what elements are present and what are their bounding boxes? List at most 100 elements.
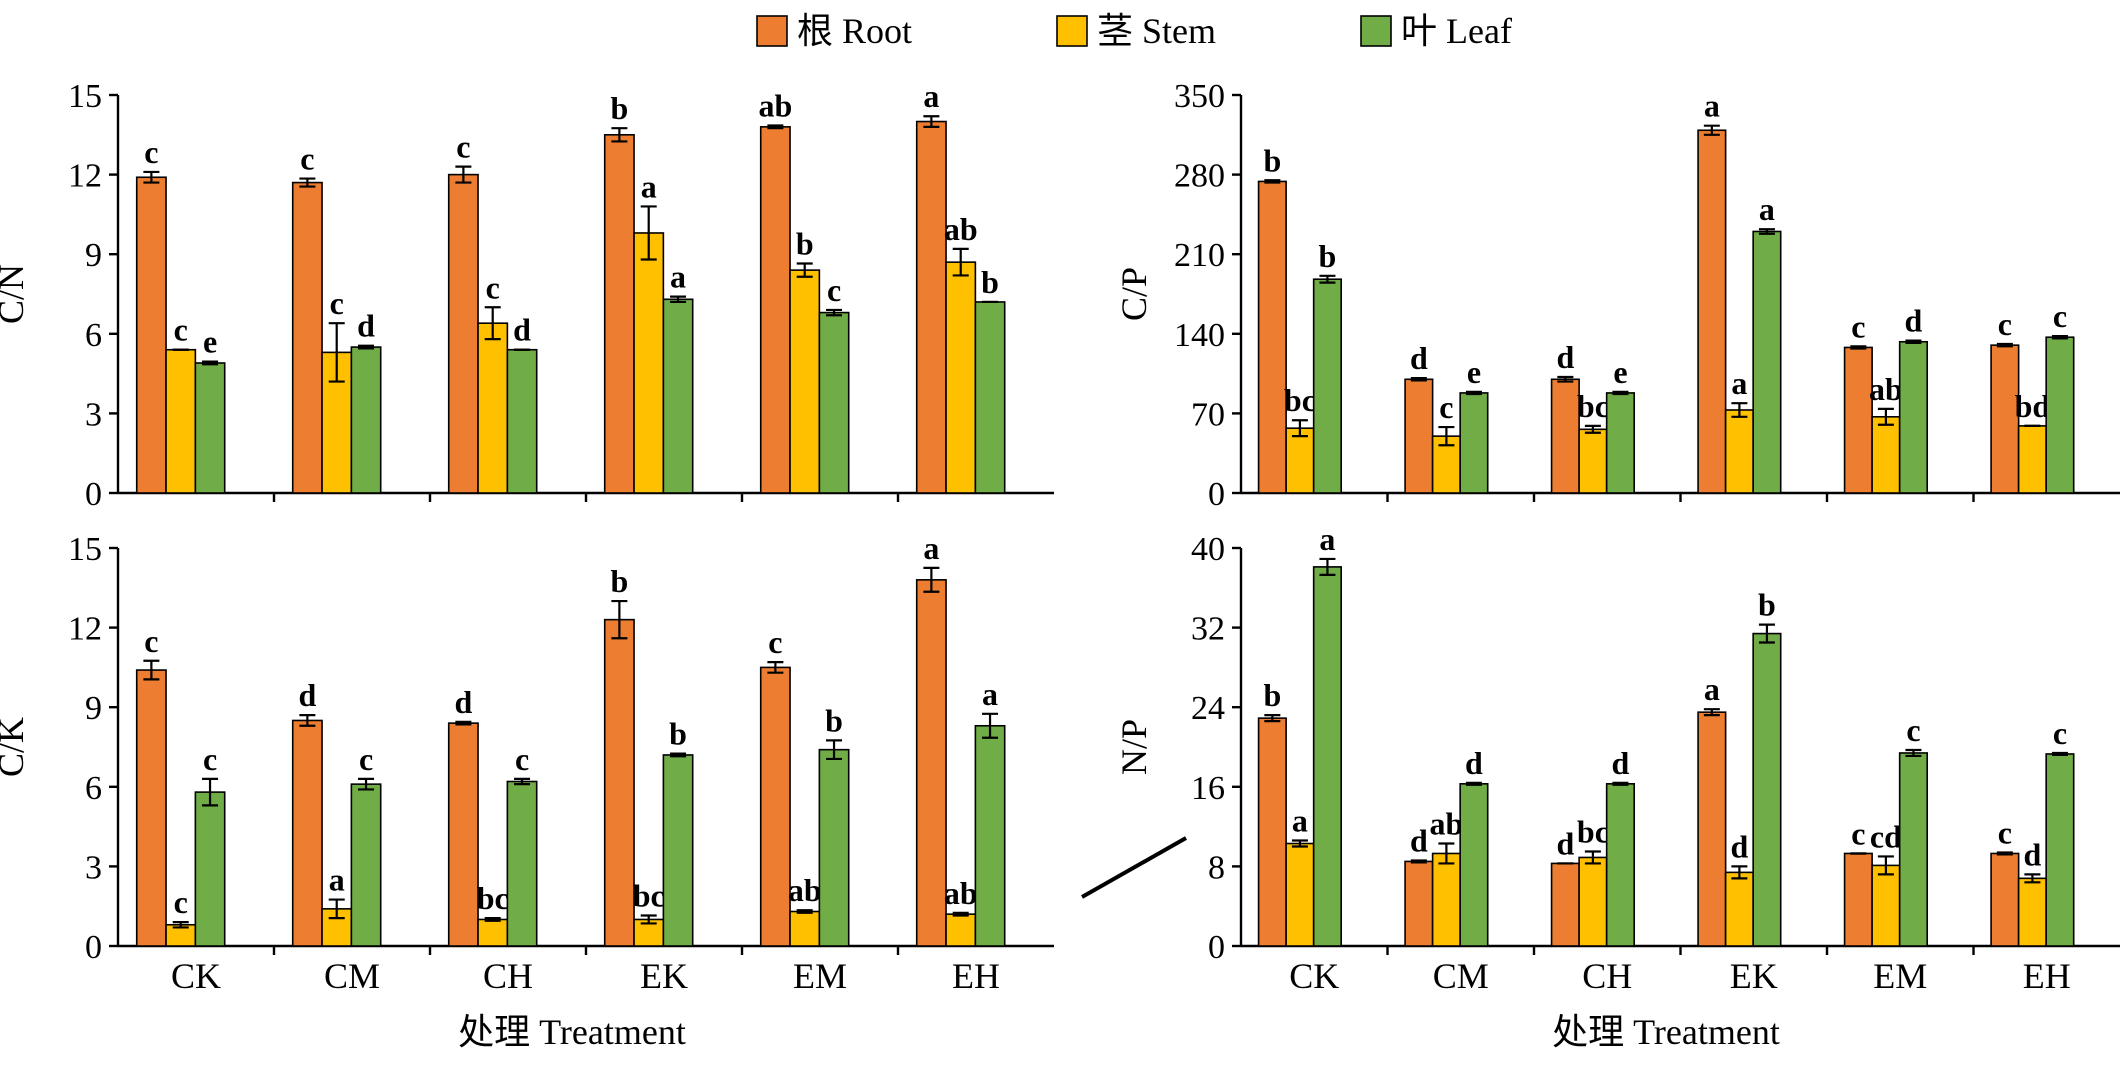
bar-stem [477, 918, 509, 947]
y-tick-label: 6 [85, 770, 102, 807]
legend-label-root: 根 Root [797, 11, 912, 51]
x-category-label: CK [171, 956, 221, 996]
significance-letter: d [1556, 825, 1574, 861]
bar-stem [1724, 409, 1754, 494]
y-tick-label: 6 [85, 317, 102, 354]
bar-stem [945, 261, 977, 494]
bar-root [1697, 129, 1727, 494]
bar-root [1990, 344, 2020, 494]
x-category-label: CH [483, 956, 533, 996]
significance-letter: b [1319, 238, 1337, 274]
bar-root [603, 134, 635, 494]
x-category-label: CH [1582, 956, 1632, 996]
bar-leaf [662, 298, 694, 494]
significance-letter: c [174, 312, 188, 348]
significance-letter: b [610, 90, 628, 126]
bar-leaf [1605, 783, 1636, 947]
significance-letter: b [610, 563, 628, 599]
bar-root [1404, 378, 1434, 494]
bar-leaf [350, 346, 382, 494]
bar-stem [789, 269, 821, 494]
y-axis-title: C/K [0, 717, 31, 777]
significance-letter: e [1613, 354, 1627, 390]
x-category-label: EM [793, 956, 847, 996]
bar-leaf [1459, 392, 1489, 494]
bar-root [1257, 180, 1287, 494]
bar-leaf [506, 348, 538, 494]
significance-letter: b [981, 264, 999, 300]
significance-letter: ab [1429, 806, 1463, 842]
bar-leaf [2045, 336, 2075, 494]
chart-panel-ck: 0 3 6 9 12 15 C/K c c c CK d a c CM d bc c CH b bc b EK c ab b EM a… [0, 530, 1054, 996]
bar-root [1990, 852, 2020, 947]
bar-leaf [1312, 566, 1343, 947]
significance-letter: bc [477, 880, 509, 916]
bar-root [291, 181, 323, 494]
y-axis-title: N/P [1114, 719, 1154, 775]
bar-leaf [974, 301, 1006, 494]
bar-root [291, 719, 323, 947]
significance-letter: a [1704, 671, 1720, 707]
bar-root [1550, 378, 1580, 494]
significance-letter: c [1851, 308, 1865, 344]
y-tick-label: 15 [68, 78, 102, 115]
bar-stem [1578, 428, 1608, 494]
y-tick-label: 40 [1191, 531, 1225, 568]
y-tick-label: 210 [1174, 237, 1225, 274]
x-category-label: EK [640, 956, 688, 996]
bar-root [1404, 860, 1434, 947]
y-tick-label: 24 [1191, 690, 1225, 727]
significance-letter: d [1410, 822, 1428, 858]
decorative-diagonal-line [1081, 836, 1187, 899]
y-tick-label: 32 [1191, 611, 1225, 648]
bar-leaf [194, 362, 226, 494]
bar-leaf [662, 754, 694, 947]
y-tick-label: 0 [1208, 929, 1225, 966]
significance-letter: ab [944, 211, 978, 247]
significance-letter: c [768, 624, 782, 660]
significance-letter: c [174, 884, 188, 920]
bar-leaf [1605, 392, 1636, 494]
significance-letter: c [300, 141, 314, 177]
significance-letter: b [1263, 677, 1281, 713]
significance-letter: b [825, 702, 843, 738]
bar-leaf [350, 783, 382, 947]
bar-leaf [1312, 278, 1343, 494]
significance-letter: cd [1870, 818, 1902, 854]
significance-letter: a [641, 168, 657, 204]
y-axis-title: C/P [1114, 267, 1154, 321]
bar-stem [789, 910, 821, 947]
bar-leaf [194, 791, 226, 947]
legend: 根 Root 茎 Stem 叶 Leaf [756, 11, 1512, 51]
significance-letter: bc [1577, 388, 1609, 424]
significance-letter: c [827, 272, 841, 308]
y-tick-label: 16 [1191, 770, 1225, 807]
significance-letter: bd [2015, 388, 2051, 424]
significance-letter: a [1292, 803, 1308, 839]
x-category-label: CK [1289, 956, 1339, 996]
y-tick-label: 9 [85, 237, 102, 274]
bar-leaf [818, 748, 850, 947]
significance-letter: a [1731, 365, 1747, 401]
significance-letter: a [923, 78, 939, 114]
significance-letter: b [796, 225, 814, 261]
significance-letter: b [1263, 142, 1281, 178]
y-axis-title: C/N [0, 264, 31, 324]
significance-letter: c [515, 741, 529, 777]
bar-root [1697, 711, 1727, 947]
bar-root [915, 579, 947, 947]
x-category-label: CM [324, 956, 380, 996]
bar-stem [945, 913, 977, 947]
bar-root [759, 666, 791, 947]
bar-root [447, 173, 479, 494]
bar-stem [1431, 852, 1461, 947]
significance-letter: bc [1577, 813, 1609, 849]
significance-letter: d [1905, 303, 1923, 339]
bar-root [135, 176, 167, 494]
y-tick-label: 3 [85, 849, 102, 886]
bar-leaf [1752, 632, 1782, 947]
bar-root [603, 618, 635, 947]
significance-letter: a [670, 259, 686, 295]
